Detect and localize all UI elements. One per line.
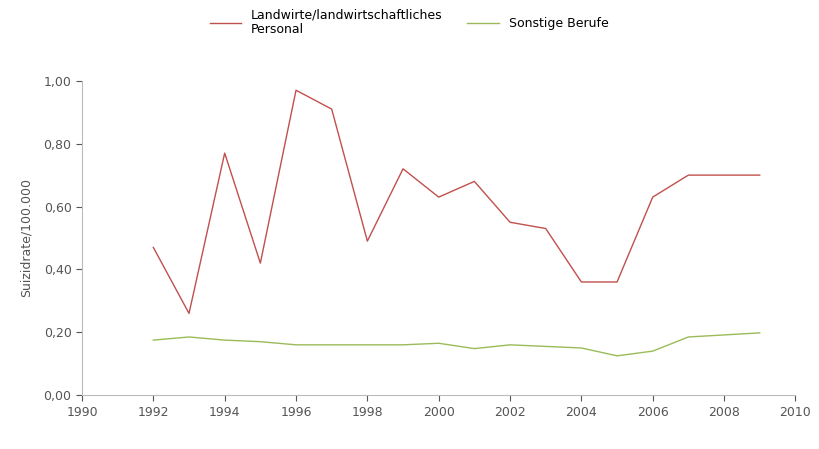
Landwirte/landwirtschaftliches
Personal xyxy=(148,245,158,250)
Sonstige Berufe xyxy=(682,334,692,340)
Landwirte/landwirtschaftliches
Personal xyxy=(576,279,586,285)
Sonstige Berufe xyxy=(647,348,657,354)
Y-axis label: Suizidrate/100.000: Suizidrate/100.000 xyxy=(20,178,33,298)
Landwirte/landwirtschaftliches
Personal xyxy=(362,238,372,244)
Landwirte/landwirtschaftliches
Personal xyxy=(647,194,657,200)
Sonstige Berufe xyxy=(291,342,301,348)
Landwirte/landwirtschaftliches
Personal xyxy=(541,226,550,231)
Sonstige Berufe xyxy=(183,334,193,340)
Landwirte/landwirtschaftliches
Personal xyxy=(397,166,407,172)
Sonstige Berufe xyxy=(505,342,514,348)
Sonstige Berufe xyxy=(541,344,550,349)
Landwirte/landwirtschaftliches
Personal xyxy=(256,260,265,266)
Legend: Landwirte/landwirtschaftliches
Personal, Sonstige Berufe: Landwirte/landwirtschaftliches Personal,… xyxy=(210,9,608,36)
Sonstige Berufe xyxy=(256,339,265,344)
Sonstige Berufe xyxy=(148,338,158,343)
Landwirte/landwirtschaftliches
Personal xyxy=(468,179,478,184)
Landwirte/landwirtschaftliches
Personal xyxy=(612,279,622,285)
Sonstige Berufe xyxy=(468,346,478,351)
Line: Sonstige Berufe: Sonstige Berufe xyxy=(153,333,758,356)
Sonstige Berufe xyxy=(612,353,622,358)
Landwirte/landwirtschaftliches
Personal xyxy=(291,88,301,93)
Sonstige Berufe xyxy=(219,338,229,343)
Sonstige Berufe xyxy=(397,342,407,348)
Landwirte/landwirtschaftliches
Personal xyxy=(753,172,763,178)
Landwirte/landwirtschaftliches
Personal xyxy=(433,194,443,200)
Landwirte/landwirtschaftliches
Personal xyxy=(682,172,692,178)
Landwirte/landwirtschaftliches
Personal xyxy=(183,311,193,316)
Sonstige Berufe xyxy=(362,342,372,348)
Landwirte/landwirtschaftliches
Personal xyxy=(505,220,514,225)
Landwirte/landwirtschaftliches
Personal xyxy=(219,150,229,156)
Sonstige Berufe xyxy=(753,330,763,335)
Line: Landwirte/landwirtschaftliches
Personal: Landwirte/landwirtschaftliches Personal xyxy=(153,90,758,313)
Landwirte/landwirtschaftliches
Personal xyxy=(327,106,337,112)
Sonstige Berufe xyxy=(576,345,586,351)
Sonstige Berufe xyxy=(327,342,337,348)
Sonstige Berufe xyxy=(433,341,443,346)
